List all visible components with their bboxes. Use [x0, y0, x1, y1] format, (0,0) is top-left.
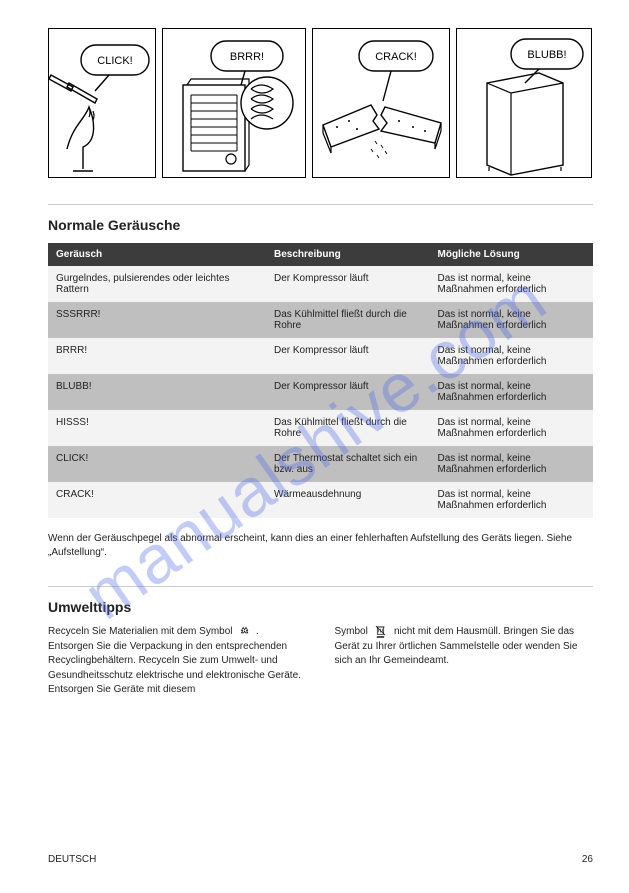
table-cell: Der Kompressor läuft	[266, 374, 430, 410]
col-sound: Geräusch	[48, 243, 266, 266]
table-cell: Das ist normal, keine Maßnahmen erforder…	[430, 266, 594, 302]
section-divider	[48, 204, 593, 205]
col-desc: Beschreibung	[266, 243, 430, 266]
noise-illustration-row: CLICK! BRRR!	[48, 28, 593, 178]
table-cell: Der Thermostat schaltet sich ein bzw. au…	[266, 446, 430, 482]
env-col-right: Symbol nicht mit dem Hausmüll. Bringen S…	[335, 625, 594, 698]
table-cell: BLUBB!	[48, 374, 266, 410]
table-cell: Das ist normal, keine Maßnahmen erforder…	[430, 302, 594, 338]
callout-label: CLICK!	[97, 55, 132, 67]
sounds-note: Wenn der Geräuschpegel als abnormal ersc…	[48, 532, 593, 560]
section-divider	[48, 586, 593, 587]
table-cell: Der Kompressor läuft	[266, 266, 430, 302]
table-row: Gurgelndes, pulsierendes oder leichtes R…	[48, 266, 593, 302]
callout-label: CRACK!	[375, 51, 417, 63]
illus-panel-blubb: BLUBB!	[456, 28, 592, 178]
page-footer-right: 26	[582, 854, 593, 865]
env-col-left: Recyceln Sie Materialien mit dem Symbol …	[48, 625, 307, 698]
table-cell: HISSS!	[48, 410, 266, 446]
table-row: BLUBB!Der Kompressor läuftDas ist normal…	[48, 374, 593, 410]
table-row: SSSRRR!Das Kühlmittel fließt durch die R…	[48, 302, 593, 338]
env-section-title: Umwelttipps	[48, 599, 593, 615]
table-cell: Gurgelndes, pulsierendes oder leichtes R…	[48, 266, 266, 302]
table-cell: Das ist normal, keine Maßnahmen erforder…	[430, 374, 594, 410]
table-row: CLICK!Der Thermostat schaltet sich ein b…	[48, 446, 593, 482]
table-header-row: Geräusch Beschreibung Mögliche Lösung	[48, 243, 593, 266]
table-cell: Das Kühlmittel fließt durch die Rohre	[266, 410, 430, 446]
table-cell: Wärmeausdehnung	[266, 482, 430, 518]
table-cell: Das ist normal, keine Maßnahmen erforder…	[430, 410, 594, 446]
table-cell: Das ist normal, keine Maßnahmen erforder…	[430, 482, 594, 518]
sounds-section-title: Normale Geräusche	[48, 217, 593, 233]
table-cell: Das Kühlmittel fließt durch die Rohre	[266, 302, 430, 338]
env-columns: Recyceln Sie Materialien mit dem Symbol …	[48, 625, 593, 698]
sounds-table: Geräusch Beschreibung Mögliche Lösung Gu…	[48, 243, 593, 518]
callout-label: BLUBB!	[527, 49, 566, 61]
table-row: HISSS!Das Kühlmittel fließt durch die Ro…	[48, 410, 593, 446]
table-cell: BRRR!	[48, 338, 266, 374]
page-footer-left: DEUTSCH	[48, 854, 96, 865]
table-cell: Das ist normal, keine Maßnahmen erforder…	[430, 338, 594, 374]
table-cell: Der Kompressor läuft	[266, 338, 430, 374]
col-action: Mögliche Lösung	[430, 243, 594, 266]
illus-panel-click: CLICK!	[48, 28, 156, 178]
table-row: BRRR!Der Kompressor läuftDas ist normal,…	[48, 338, 593, 374]
illus-panel-crack: CRACK!	[312, 28, 450, 178]
table-row: CRACK!WärmeausdehnungDas ist normal, kei…	[48, 482, 593, 518]
table-cell: CRACK!	[48, 482, 266, 518]
table-cell: SSSRRR!	[48, 302, 266, 338]
table-cell: Das ist normal, keine Maßnahmen erforder…	[430, 446, 594, 482]
illus-panel-brrr: BRRR!	[162, 28, 306, 178]
callout-label: BRRR!	[230, 51, 264, 63]
table-cell: CLICK!	[48, 446, 266, 482]
